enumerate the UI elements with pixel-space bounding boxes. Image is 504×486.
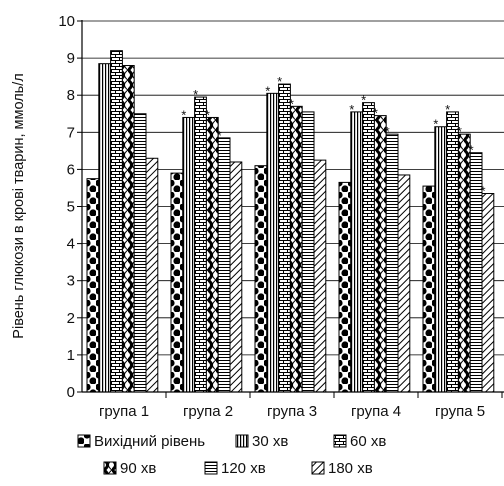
legend-swatch — [204, 461, 218, 475]
bar — [254, 165, 268, 393]
bar — [205, 116, 219, 393]
significance-star: * — [181, 107, 186, 122]
y-tick-label: 9 — [67, 50, 75, 67]
significance-star: * — [385, 124, 390, 139]
significance-star: * — [205, 107, 210, 122]
bar — [194, 96, 207, 393]
bar — [338, 181, 352, 393]
x-tick-labels: група 1 група 2 група 3 група 4 група 5 — [99, 392, 503, 420]
y-tick-label: 2 — [67, 310, 75, 327]
legend-label: 90 хв — [120, 460, 156, 477]
bar — [457, 133, 471, 393]
legend: Вихідний рівень 30 хв 60 хв 90 хв 120 хв 180 … — [77, 433, 386, 477]
bar — [481, 193, 495, 393]
significance-star: * — [445, 102, 450, 117]
bar — [373, 115, 387, 393]
legend-swatch — [311, 461, 325, 475]
bar — [278, 83, 291, 393]
y-tick-label: 10 — [58, 13, 75, 30]
legend-label: 30 хв — [252, 433, 288, 450]
legend-label: Вихідний рівень — [94, 433, 205, 450]
significance-star: * — [457, 124, 462, 139]
bar — [170, 172, 184, 393]
y-tick-label: 3 — [67, 273, 75, 290]
y-tick-label: 8 — [67, 87, 75, 104]
significance-star: * — [277, 74, 282, 89]
significance-star: * — [469, 143, 474, 158]
bar — [434, 126, 448, 393]
x-tick-label: група 4 — [351, 403, 401, 420]
y-tick-label: 5 — [67, 199, 75, 216]
bar — [446, 111, 459, 393]
legend-label: 120 хв — [221, 460, 266, 477]
legend-swatch — [77, 434, 91, 448]
significance-marks: * * * * * * * * * * * * * * * * — [181, 74, 485, 198]
significance-star: * — [193, 87, 198, 102]
legend-swatch — [235, 434, 249, 448]
significance-star: * — [289, 96, 294, 111]
y-tick-label: 6 — [67, 161, 75, 178]
legend-label: 180 хв — [328, 460, 373, 477]
bar — [217, 137, 231, 393]
legend-swatch — [103, 461, 117, 475]
bar — [422, 185, 436, 393]
bar — [397, 174, 411, 393]
legend-label: 60 хв — [350, 433, 386, 450]
bar — [362, 102, 375, 393]
bar — [110, 50, 123, 393]
bar — [86, 178, 100, 393]
bar — [121, 65, 135, 393]
significance-star: * — [433, 117, 438, 132]
y-tick-labels: 0 1 2 3 4 5 6 7 8 9 10 — [58, 13, 82, 401]
y-tick-label: 1 — [67, 347, 75, 364]
legend-swatch — [333, 434, 347, 448]
bars — [86, 50, 495, 393]
significance-star: * — [217, 128, 222, 143]
bar — [301, 111, 315, 393]
significance-star: * — [361, 93, 366, 108]
bar — [133, 113, 147, 393]
bar — [145, 157, 159, 393]
x-tick-label: група 1 — [99, 403, 149, 420]
bar — [350, 111, 364, 393]
x-tick-label: група 2 — [183, 403, 233, 420]
significance-star: * — [480, 184, 485, 199]
x-tick-label: група 3 — [267, 403, 317, 420]
bar — [98, 63, 112, 393]
bar — [182, 116, 196, 393]
bar — [266, 92, 280, 393]
y-tick-label: 0 — [67, 384, 75, 401]
bar — [289, 105, 303, 393]
bar — [313, 159, 327, 393]
y-axis-label: Рівень глюкози в крові тварин, ммоль/л — [11, 73, 27, 338]
significance-star: * — [373, 106, 378, 121]
y-tick-label: 4 — [67, 236, 75, 253]
significance-star: * — [265, 83, 270, 98]
y-tick-label: 7 — [67, 124, 75, 141]
bar — [229, 161, 243, 393]
x-tick-label: група 5 — [435, 403, 485, 420]
bar — [385, 133, 399, 393]
significance-star: * — [349, 102, 354, 117]
